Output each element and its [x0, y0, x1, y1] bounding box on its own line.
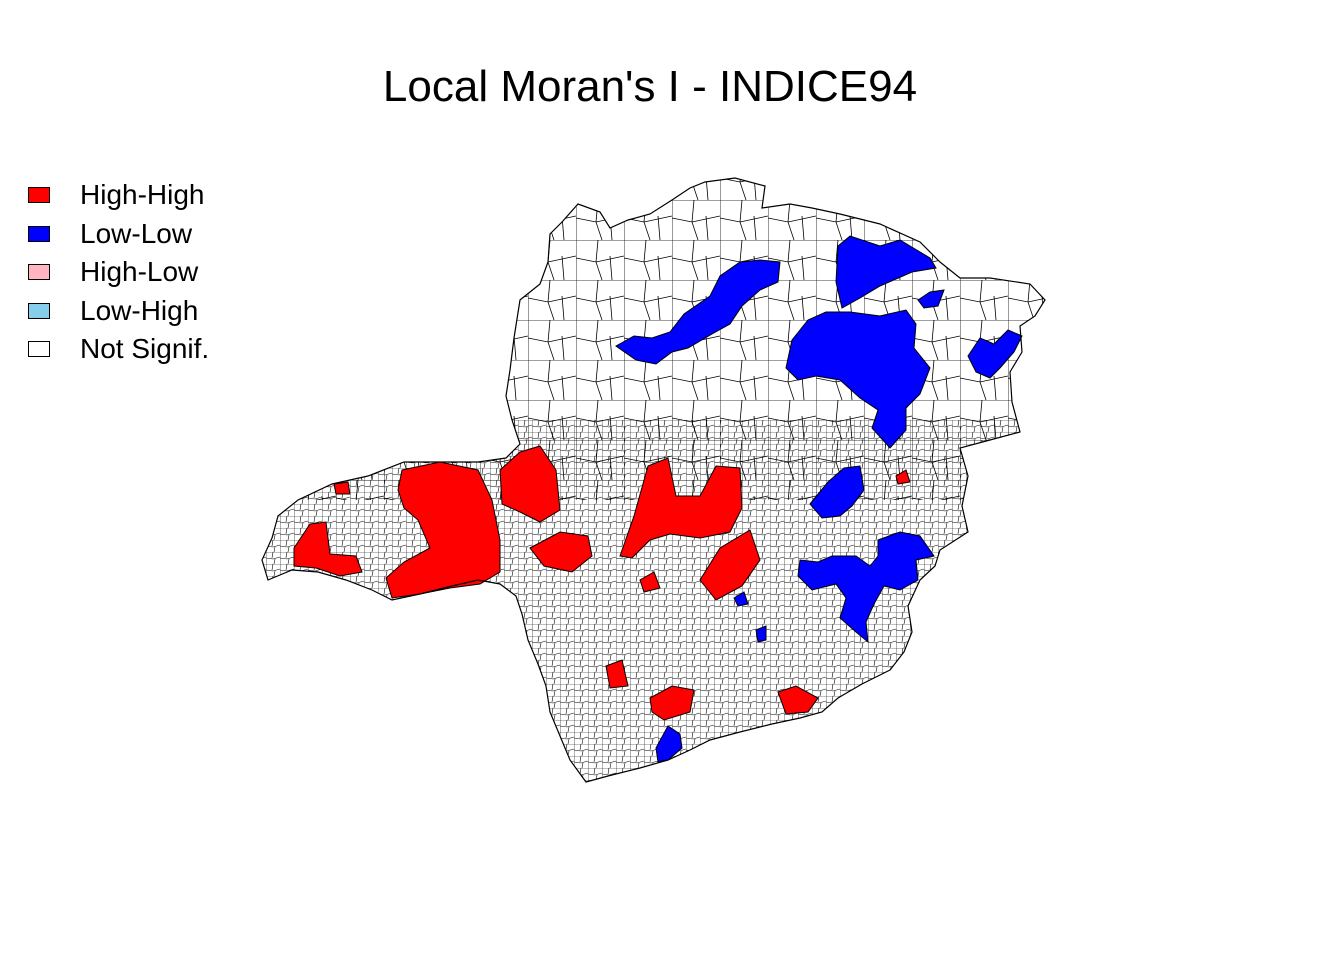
legend: High-High Low-Low High-Low Low-High Not …: [28, 176, 209, 369]
legend-item-high-low: High-Low: [28, 253, 209, 292]
low-low-cluster-east-central: [809, 465, 865, 519]
legend-label-not-signif: Not Signif.: [80, 333, 210, 365]
legend-label-low-low: Low-Low: [80, 217, 193, 249]
low-low-cluster-northeast-top: [835, 235, 937, 309]
low-low-cluster-south: [655, 725, 683, 763]
high-high-cluster-south-a: [605, 659, 629, 689]
high-high-clusters: [293, 445, 911, 721]
high-high-cluster-west-central: [499, 445, 561, 523]
low-low-cluster-east-edge: [967, 329, 1023, 379]
legend-swatch-high-low: [28, 264, 50, 281]
high-high-cluster-west-small: [333, 481, 351, 495]
legend-item-high-high: High-High: [28, 176, 209, 215]
high-high-cluster-central-b: [619, 457, 743, 559]
low-low-clusters: [615, 235, 1023, 763]
legend-swatch-low-high: [28, 302, 50, 319]
high-high-cluster-east-small: [895, 469, 911, 485]
low-low-cluster-north: [615, 259, 781, 365]
low-low-cluster-east-south: [797, 531, 935, 644]
map-title: Local Moran's I - INDICE94: [382, 62, 918, 111]
low-low-cluster-northeast-main: [785, 309, 931, 449]
legend-item-not-signif: Not Signif.: [28, 330, 209, 369]
high-high-cluster-central-d: [639, 571, 661, 593]
high-high-cluster-south-c: [777, 685, 819, 715]
high-high-cluster-central-a: [529, 531, 593, 573]
state-boundary: [261, 177, 1046, 783]
low-low-cluster-northeast-small: [917, 289, 945, 309]
legend-swatch-high-high: [28, 187, 50, 204]
legend-label-low-high: Low-High: [80, 294, 199, 326]
legend-label-high-high: High-High: [80, 179, 205, 211]
legend-item-low-low: Low-Low: [28, 215, 209, 254]
high-high-cluster-south-b: [649, 685, 695, 721]
low-low-cluster-small-b: [755, 625, 767, 643]
high-high-cluster-central-c: [699, 529, 761, 601]
legend-label-high-low: High-Low: [80, 256, 199, 288]
legend-swatch-low-low: [28, 225, 50, 242]
legend-item-low-high: Low-High: [28, 292, 209, 331]
low-low-cluster-small-a: [733, 591, 749, 607]
legend-swatch-not-signif: [28, 341, 50, 358]
high-high-cluster-far-west: [293, 521, 363, 577]
